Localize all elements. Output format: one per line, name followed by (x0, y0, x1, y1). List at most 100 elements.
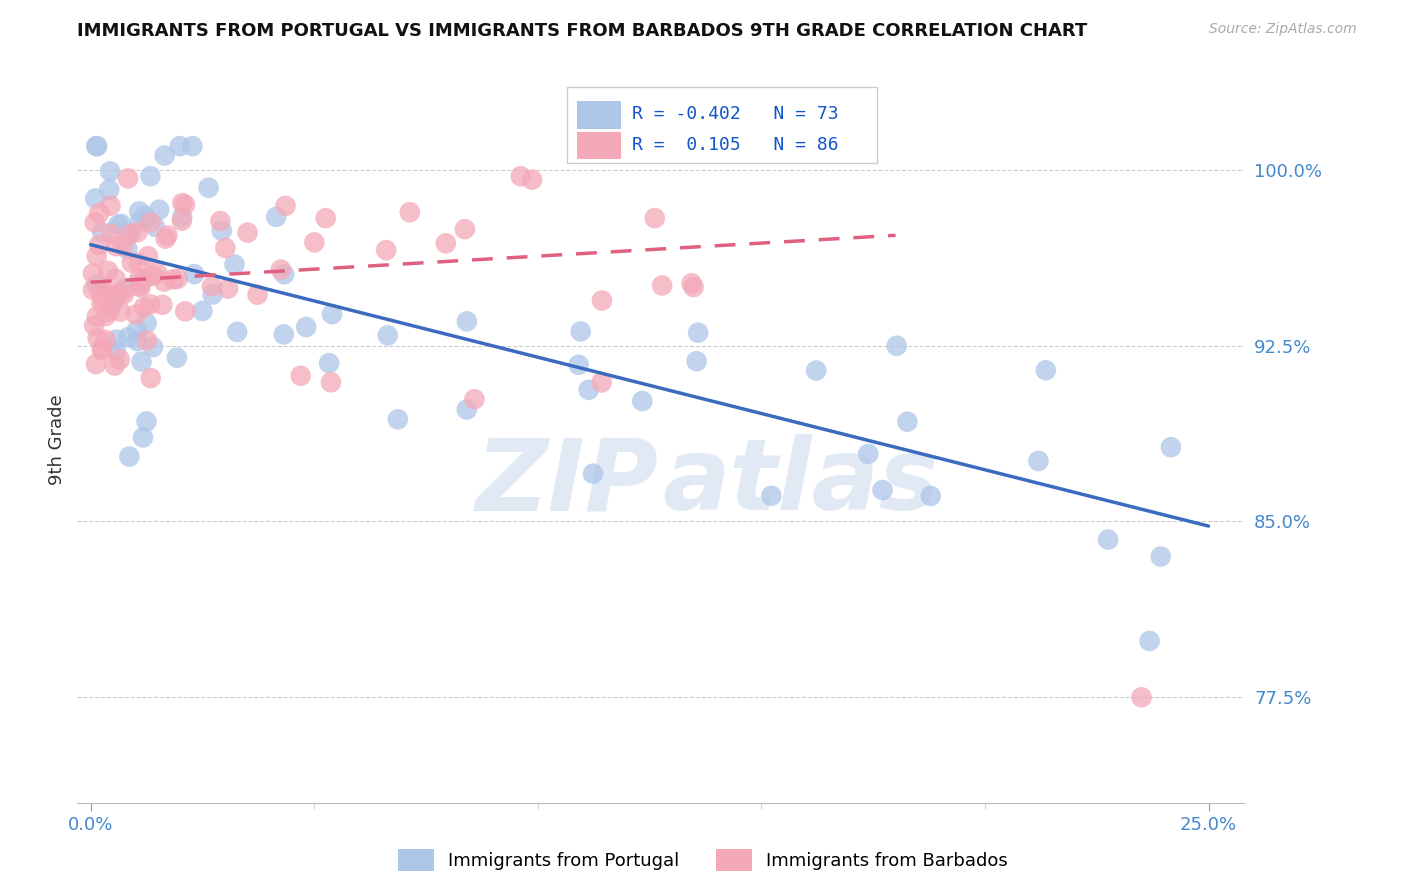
Point (128, 204, 150, 219)
Point (142, 268, 165, 283)
Point (90, 296, 112, 310)
Point (153, 148, 176, 162)
Point (84, 357, 107, 371)
Point (169, 139, 191, 153)
Point (110, 304, 132, 318)
Point (174, 198, 197, 212)
Point (91, 226, 114, 240)
Point (201, 279, 224, 293)
Text: ZIP: ZIP (477, 434, 659, 532)
Point (236, 226, 259, 240)
Point (94, 333, 117, 347)
Point (454, 222, 477, 236)
Point (681, 277, 703, 291)
Point (83, 318, 105, 333)
Point (117, 171, 139, 186)
Point (631, 394, 654, 409)
Point (688, 326, 710, 340)
Point (398, 205, 420, 219)
Point (377, 328, 399, 343)
Point (651, 278, 673, 293)
Point (170, 213, 193, 227)
Point (107, 218, 129, 232)
Point (91, 292, 114, 306)
Point (246, 287, 269, 301)
Point (387, 412, 409, 426)
Point (896, 415, 918, 429)
Text: atlas: atlas (662, 434, 939, 532)
Point (125, 323, 148, 337)
Point (128, 276, 150, 290)
Point (578, 383, 600, 397)
Point (224, 257, 246, 271)
Point (1139, 634, 1161, 648)
Point (274, 199, 297, 213)
Point (82, 267, 104, 281)
Text: R = -0.402   N = 73: R = -0.402 N = 73 (631, 105, 838, 123)
Text: Source: ZipAtlas.com: Source: ZipAtlas.com (1209, 22, 1357, 37)
Point (197, 180, 219, 194)
Point (214, 241, 236, 255)
Bar (576, 132, 621, 160)
Point (131, 354, 153, 368)
Point (125, 308, 148, 322)
Point (86, 310, 108, 324)
Point (264, 210, 287, 224)
Point (644, 211, 666, 226)
Point (86, 139, 108, 153)
Point (1160, 440, 1182, 454)
Point (111, 285, 134, 299)
Point (319, 376, 342, 390)
Point (86, 331, 108, 345)
Point (135, 414, 157, 428)
Point (134, 271, 156, 285)
Point (290, 368, 312, 383)
Point (1150, 549, 1173, 564)
Point (872, 483, 894, 497)
Point (375, 243, 398, 257)
Point (117, 242, 139, 256)
Point (121, 255, 143, 269)
Point (84, 192, 107, 206)
Point (172, 196, 194, 211)
Point (321, 307, 343, 321)
Point (463, 392, 485, 407)
Point (103, 293, 125, 307)
Point (110, 217, 132, 231)
Text: IMMIGRANTS FROM PORTUGAL VS IMMIGRANTS FROM BARBADOS 9TH GRADE CORRELATION CHART: IMMIGRANTS FROM PORTUGAL VS IMMIGRANTS F… (77, 22, 1088, 40)
Point (152, 298, 174, 312)
Point (143, 219, 166, 234)
Point (128, 256, 150, 270)
Point (591, 293, 613, 308)
Point (181, 139, 204, 153)
Point (105, 239, 128, 253)
Point (105, 287, 128, 301)
Point (132, 300, 155, 314)
Point (1035, 363, 1057, 377)
Point (136, 334, 159, 348)
Point (111, 239, 134, 253)
Point (191, 304, 214, 318)
Point (91, 341, 114, 355)
Point (97, 264, 120, 278)
Point (1028, 454, 1050, 468)
Point (806, 363, 828, 377)
Point (569, 325, 592, 339)
Point (100, 227, 122, 241)
Point (114, 281, 136, 295)
Point (135, 316, 157, 330)
Point (82, 283, 104, 297)
Point (209, 214, 232, 228)
Point (129, 214, 152, 228)
Point (183, 267, 205, 281)
Point (104, 343, 127, 358)
Point (117, 330, 139, 344)
Point (520, 172, 543, 186)
Point (568, 358, 591, 372)
Point (273, 327, 295, 342)
Point (136, 249, 159, 263)
Point (295, 320, 318, 334)
Point (128, 271, 150, 285)
Point (127, 225, 149, 239)
Point (315, 211, 337, 226)
